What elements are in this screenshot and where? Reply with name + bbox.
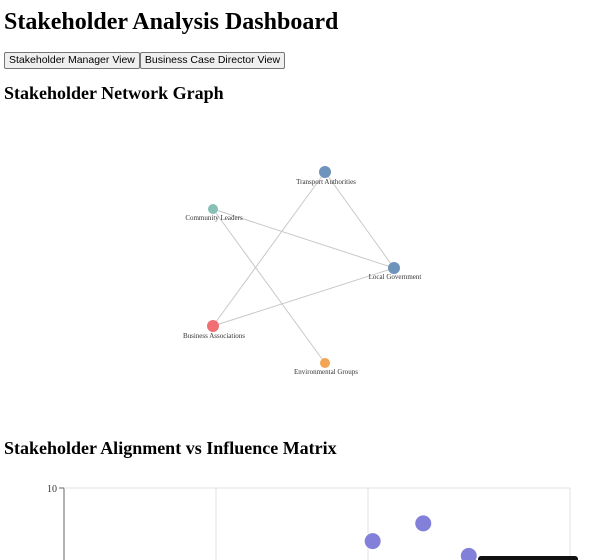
tooltip: [478, 556, 578, 560]
network-edge: [212, 267, 395, 327]
network-edge: [212, 171, 326, 327]
network-node-community[interactable]: Community Leaders: [185, 204, 243, 222]
network-node-label: Local Government: [369, 273, 422, 281]
stakeholder-manager-view-button[interactable]: Stakeholder Manager View: [4, 52, 140, 69]
page-title: Stakeholder Analysis Dashboard: [4, 9, 339, 35]
matrix-point[interactable]: [460, 547, 477, 560]
network-node-label: Environmental Groups: [294, 368, 358, 376]
network-node-circle[interactable]: [320, 358, 330, 368]
matrix-point[interactable]: [364, 533, 381, 550]
alignment-influence-matrix: 10: [47, 484, 578, 560]
network-edge: [324, 171, 395, 269]
network-node-label: Business Associations: [183, 332, 245, 340]
network-node-circle[interactable]: [208, 204, 218, 214]
network-graph-heading: Stakeholder Network Graph: [4, 83, 224, 103]
matrix-point[interactable]: [415, 515, 432, 532]
network-edge: [212, 208, 326, 364]
matrix-heading: Stakeholder Alignment vs Influence Matri…: [4, 438, 337, 458]
network-node-label: Community Leaders: [185, 214, 243, 222]
view-switcher: Stakeholder Manager View Business Case D…: [4, 52, 286, 69]
network-node-business[interactable]: Business Associations: [183, 320, 245, 340]
network-node-environment[interactable]: Environmental Groups: [294, 358, 358, 376]
y-tick-label: 10: [47, 484, 57, 495]
network-node-label: Transport Authorities: [296, 178, 356, 186]
network-node-circle[interactable]: [319, 166, 331, 178]
network-node-circle[interactable]: [207, 320, 219, 332]
stakeholder-network-graph: Transport Authorities Community Leaders Lo…: [183, 166, 422, 376]
network-edge: [212, 208, 395, 269]
business-case-director-view-button[interactable]: Business Case Director View: [139, 52, 286, 69]
network-node-transport[interactable]: Transport Authorities: [296, 166, 356, 186]
network-node-local-gov[interactable]: Local Government: [369, 262, 422, 281]
network-node-circle[interactable]: [388, 262, 400, 274]
